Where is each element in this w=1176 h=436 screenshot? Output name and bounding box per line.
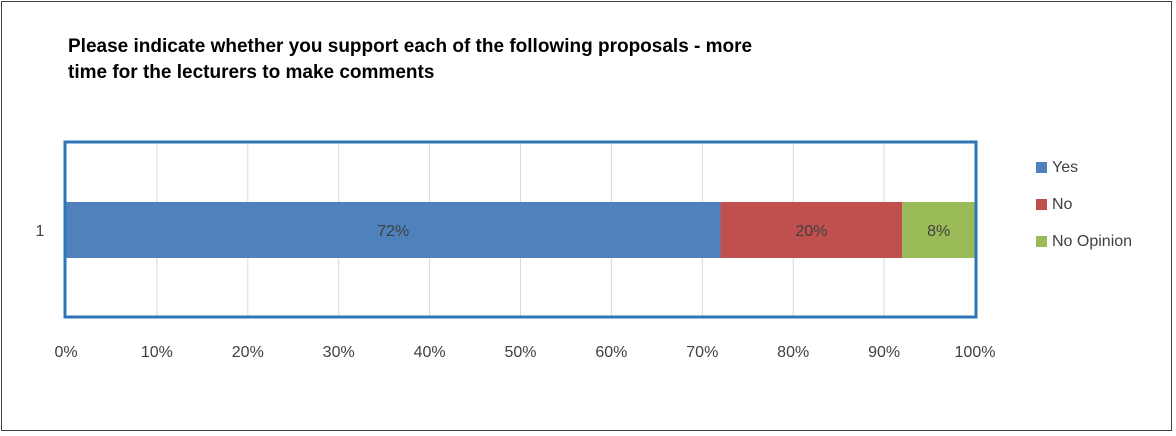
legend-swatch <box>1036 162 1047 173</box>
legend-item-no: No <box>1036 192 1132 217</box>
x-tick-label: 50% <box>504 344 536 361</box>
x-tick-label: 30% <box>323 344 355 361</box>
legend-swatch <box>1036 199 1047 210</box>
x-tick-label: 10% <box>141 344 173 361</box>
bar-segment-yes <box>66 202 721 258</box>
x-tick-label: 70% <box>686 344 718 361</box>
legend-label: No <box>1052 195 1073 213</box>
plot-area-border <box>63 140 978 319</box>
chart-title: Please indicate whether you support each… <box>68 34 968 86</box>
legend-item-yes: Yes <box>1036 155 1132 180</box>
x-tick-label: 80% <box>777 344 809 361</box>
legend-swatch <box>1036 236 1047 247</box>
x-tick-label: 0% <box>54 344 77 361</box>
category-label: 1 <box>36 223 45 240</box>
x-tick-label: 60% <box>595 344 627 361</box>
data-label-yes: 72% <box>377 223 409 240</box>
chart-title-line-1: Please indicate whether you support each… <box>68 36 753 57</box>
legend-label: Yes <box>1052 158 1079 176</box>
x-tick-label: 90% <box>868 344 900 361</box>
legend-item-no-opinion: No Opinion <box>1036 229 1132 254</box>
bar-segment-no-opinion <box>902 202 975 258</box>
data-label-no: 20% <box>795 223 827 240</box>
x-tick-label: 40% <box>414 344 446 361</box>
data-label-no-opinion: 8% <box>927 223 950 240</box>
bar-segment-no <box>720 202 903 258</box>
legend-label: No Opinion <box>1052 232 1133 250</box>
chart-title-line-2: time for the lecturers to make comments <box>68 62 435 83</box>
x-tick-label: 100% <box>955 344 996 361</box>
x-tick-label: 20% <box>232 344 264 361</box>
chart-legend: Yes No No Opinion <box>1036 155 1132 266</box>
